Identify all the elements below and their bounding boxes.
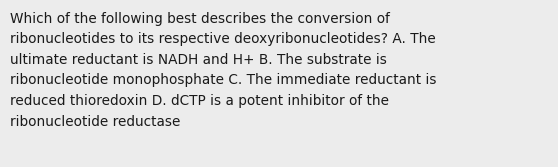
Text: Which of the following best describes the conversion of
ribonucleotides to its r: Which of the following best describes th… xyxy=(10,12,436,129)
